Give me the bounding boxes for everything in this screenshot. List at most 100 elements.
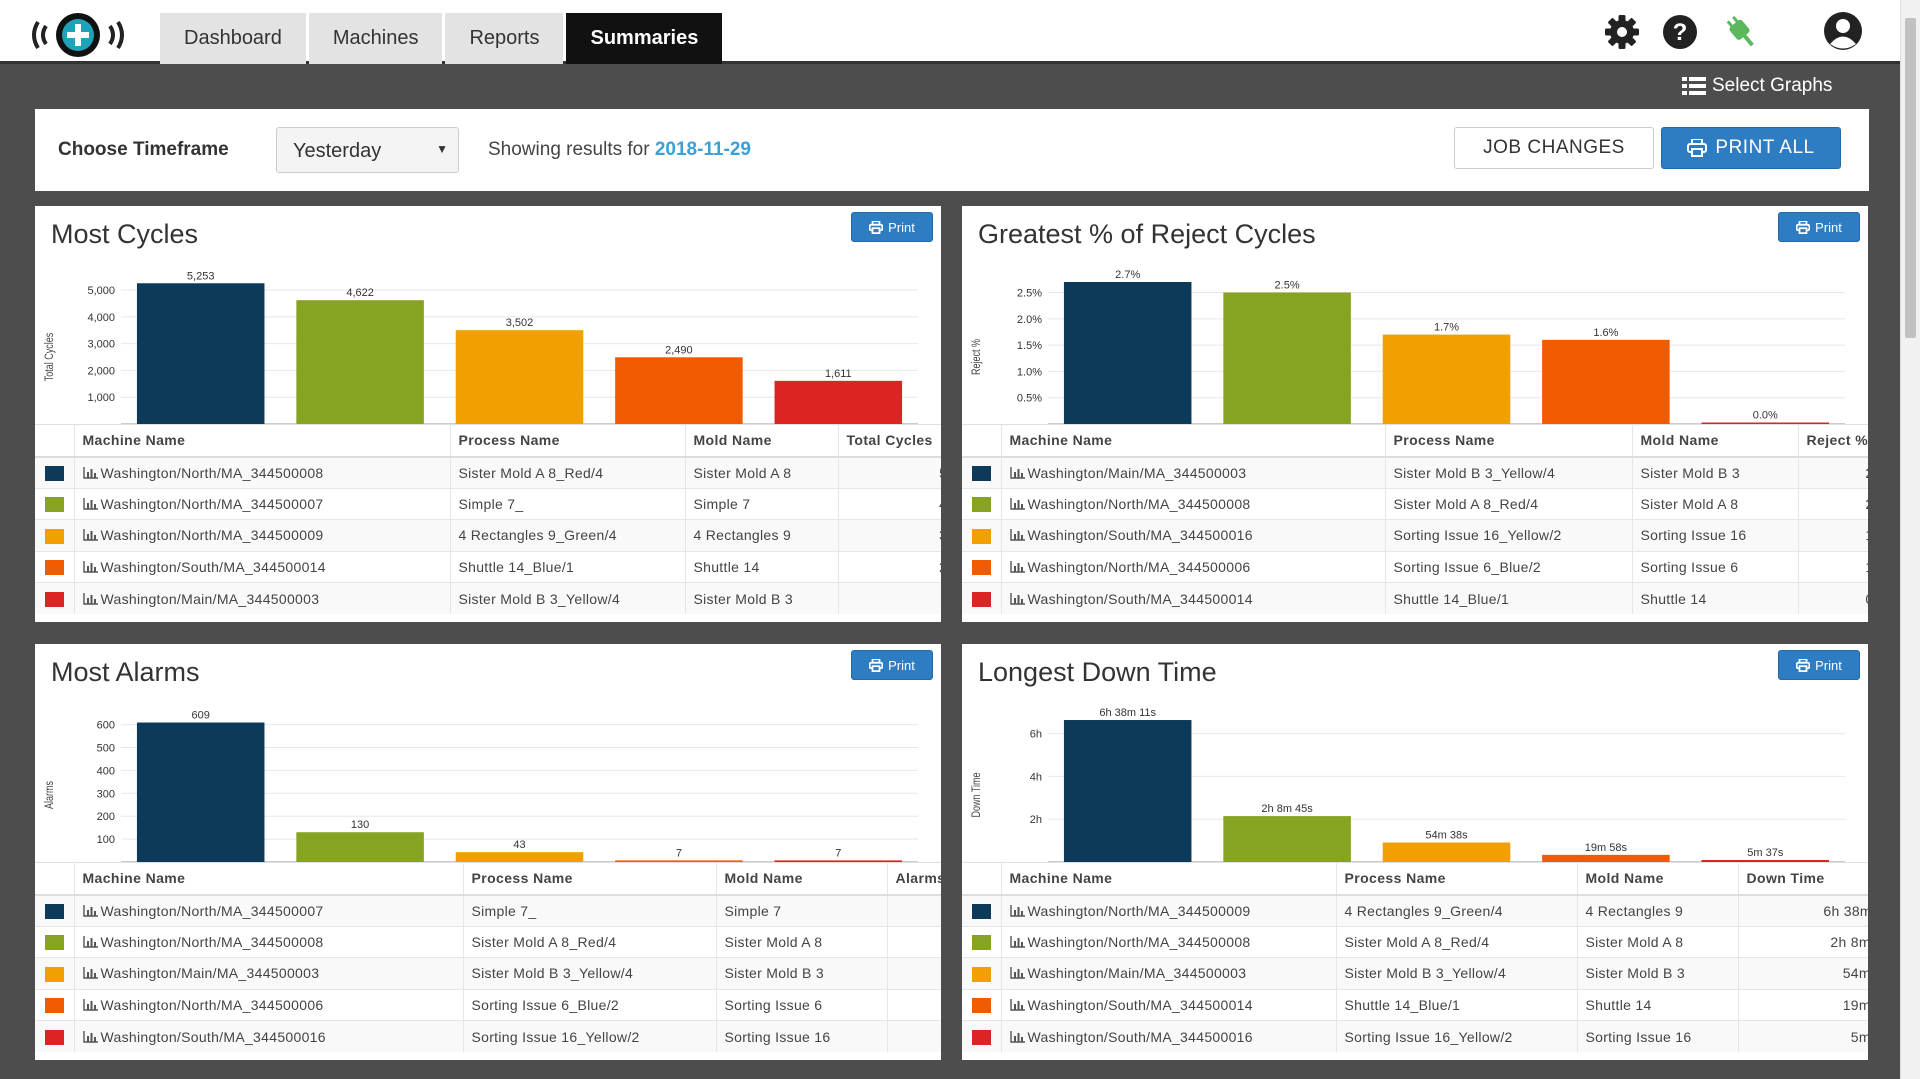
table-row[interactable]: Washington/Main/MA_344500003 Sister Mold … [35, 582, 941, 615]
column-header[interactable]: Total Cycles [838, 424, 941, 458]
select-graphs-button[interactable]: Select Graphs [1682, 75, 1832, 97]
print-button[interactable]: Print [1778, 212, 1860, 242]
machine-name-cell[interactable]: Washington/South/MA_344500016 [74, 1020, 464, 1053]
table-row[interactable]: Washington/North/MA_344500008 Sister Mold… [35, 456, 941, 489]
user-avatar-icon[interactable] [1818, 11, 1868, 51]
plug-icon[interactable] [1720, 14, 1760, 50]
table-row[interactable]: Washington/South/MA_344500014 Shuttle 14_… [962, 582, 1868, 615]
table-row[interactable]: Washington/North/MA_344500009 4 Rectangle… [962, 894, 1868, 927]
column-header[interactable]: Mold Name [716, 862, 888, 896]
machine-name-cell[interactable]: Washington/North/MA_344500008 [1001, 925, 1337, 958]
machine-name-cell[interactable]: Washington/North/MA_344500009 [1001, 894, 1337, 927]
bar-2[interactable] [296, 832, 424, 862]
app-logo-icon[interactable] [28, 10, 128, 60]
bar-5[interactable] [774, 860, 903, 862]
timeframe-selected-value: Yesterday [293, 140, 382, 162]
bar-4[interactable] [1542, 854, 1670, 862]
machine-name-cell[interactable]: Washington/South/MA_344500014 [74, 550, 451, 583]
bar-4[interactable] [615, 860, 743, 862]
print-button[interactable]: Print [851, 650, 933, 680]
machine-name-cell[interactable]: Washington/North/MA_344500007 [74, 487, 451, 520]
help-icon[interactable]: ? [1662, 14, 1698, 50]
scrollbar-thumb[interactable] [1905, 18, 1916, 338]
tab-dashboard[interactable]: Dashboard [160, 13, 306, 64]
bar-3[interactable] [1382, 842, 1511, 862]
bar-2[interactable] [296, 300, 424, 424]
table-row[interactable]: Washington/South/MA_344500014 Shuttle 14_… [962, 988, 1868, 1021]
bar-3[interactable] [1382, 334, 1511, 424]
column-header[interactable]: Reject % [1798, 424, 1868, 458]
machine-name-cell[interactable]: Washington/North/MA_344500007 [74, 894, 464, 927]
machine-name-cell[interactable]: Washington/North/MA_344500008 [1001, 487, 1386, 520]
bar-1[interactable] [136, 283, 265, 424]
machine-name-cell[interactable]: Washington/North/MA_344500006 [1001, 550, 1386, 583]
machine-name-cell[interactable]: Washington/South/MA_344500014 [1001, 582, 1386, 615]
table-row[interactable]: Washington/North/MA_344500007 Simple 7_ Si… [35, 487, 941, 520]
machine-name-cell[interactable]: Washington/Main/MA_344500003 [74, 582, 451, 615]
column-header[interactable]: Machine Name [1001, 862, 1337, 896]
bar-4[interactable] [615, 357, 743, 424]
column-header[interactable]: Mold Name [685, 424, 839, 458]
machine-name-cell[interactable]: Washington/North/MA_344500006 [74, 988, 464, 1021]
cell-text: Sister Mold A 8 [1585, 933, 1684, 950]
page-scrollbar[interactable] [1900, 0, 1920, 1079]
column-header[interactable]: Process Name [450, 424, 686, 458]
column-header[interactable]: Process Name [463, 862, 717, 896]
bar-3[interactable] [455, 852, 584, 862]
column-header[interactable]: Process Name [1336, 862, 1578, 896]
table-row[interactable]: Washington/Main/MA_344500003 Sister Mold … [962, 957, 1868, 990]
table-row[interactable]: Washington/South/MA_344500016 Sorting Iss… [962, 1020, 1868, 1053]
tab-machines[interactable]: Machines [308, 13, 443, 64]
print-all-button[interactable]: PRINT ALL [1661, 127, 1841, 169]
machine-name-cell[interactable]: Washington/South/MA_344500016 [1001, 1020, 1337, 1053]
table-row[interactable]: Washington/South/MA_344500016 Sorting Iss… [962, 519, 1868, 552]
table-row[interactable]: Washington/South/MA_344500016 Sorting Iss… [35, 1020, 941, 1053]
table-row[interactable]: Washington/North/MA_344500006 Sorting Iss… [35, 988, 941, 1021]
tab-reports[interactable]: Reports [445, 13, 564, 64]
print-button[interactable]: Print [1778, 650, 1860, 680]
machine-name-cell[interactable]: Washington/Main/MA_344500003 [1001, 957, 1337, 990]
bar-5[interactable] [1701, 422, 1830, 425]
machine-name-cell[interactable]: Washington/North/MA_344500008 [74, 925, 464, 958]
column-header[interactable]: Down Time [1738, 862, 1868, 896]
timeframe-select[interactable]: Yesterday ▼ [276, 127, 459, 173]
tab-summaries[interactable]: Summaries [566, 13, 723, 64]
column-header[interactable]: Machine Name [74, 424, 451, 458]
machine-name-cell[interactable]: Washington/North/MA_344500008 [74, 456, 451, 489]
gear-icon[interactable] [1604, 14, 1640, 50]
machine-name-cell[interactable]: Washington/South/MA_344500016 [1001, 519, 1386, 552]
machine-name-cell[interactable]: Washington/North/MA_344500009 [74, 519, 451, 552]
data-label: 2.7% [1115, 269, 1140, 281]
bar-5[interactable] [1701, 859, 1830, 862]
bar-4[interactable] [1542, 339, 1670, 424]
machine-name-cell[interactable]: Washington/Main/MA_344500003 [1001, 456, 1386, 489]
table-row[interactable]: Washington/North/MA_344500009 4 Rectangle… [35, 519, 941, 552]
job-changes-button[interactable]: JOB CHANGES [1454, 127, 1654, 169]
print-icon [869, 658, 884, 672]
column-header[interactable]: Machine Name [74, 862, 464, 896]
bar-2[interactable] [1223, 816, 1351, 862]
series-swatch [44, 592, 64, 608]
column-header[interactable]: Mold Name [1577, 862, 1739, 896]
machine-name-cell[interactable]: Washington/Main/MA_344500003 [74, 957, 464, 990]
column-header[interactable]: Process Name [1385, 424, 1633, 458]
bar-3[interactable] [455, 330, 584, 424]
bar-1[interactable] [1063, 282, 1192, 424]
column-header[interactable]: Machine Name [1001, 424, 1386, 458]
table-row[interactable]: Washington/North/MA_344500008 Sister Mold… [962, 487, 1868, 520]
print-button[interactable]: Print [851, 212, 933, 242]
column-header[interactable]: Alarms [887, 862, 941, 896]
bar-1[interactable] [1063, 720, 1192, 862]
table-row[interactable]: Washington/North/MA_344500007 Simple 7_ Si… [35, 894, 941, 927]
table-row[interactable]: Washington/North/MA_344500008 Sister Mold… [962, 925, 1868, 958]
machine-name-cell[interactable]: Washington/South/MA_344500014 [1001, 988, 1337, 1021]
bar-5[interactable] [774, 380, 903, 424]
table-row[interactable]: Washington/North/MA_344500006 Sorting Iss… [962, 550, 1868, 583]
bar-1[interactable] [136, 722, 265, 862]
table-row[interactable]: Washington/Main/MA_344500003 Sister Mold … [962, 456, 1868, 489]
bar-2[interactable] [1223, 292, 1351, 424]
column-header[interactable]: Mold Name [1632, 424, 1799, 458]
table-row[interactable]: Washington/Main/MA_344500003 Sister Mold … [35, 957, 941, 990]
table-row[interactable]: Washington/North/MA_344500008 Sister Mold… [35, 925, 941, 958]
table-row[interactable]: Washington/South/MA_344500014 Shuttle 14_… [35, 550, 941, 583]
